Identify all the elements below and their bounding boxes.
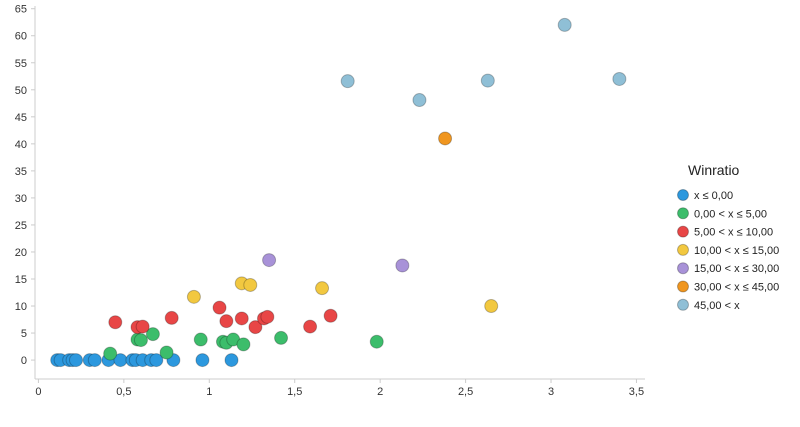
data-point[interactable] [340,74,355,89]
data-point[interactable] [323,308,338,323]
data-point[interactable] [612,71,627,86]
data-point[interactable] [234,311,249,326]
data-point[interactable] [164,310,179,325]
x-tick-label: 3 [548,386,554,398]
legend-label: 0,00 < x ≤ 5,00 [694,208,767,220]
data-point[interactable] [195,353,210,368]
legend-label: 5,00 < x ≤ 10,00 [694,227,773,239]
x-tick-label: 0,5 [116,386,131,398]
x-tick-label: 1,5 [287,386,302,398]
data-point[interactable] [236,337,251,352]
data-point[interactable] [303,319,318,334]
legend-item[interactable]: 15,00 < x ≤ 30,00 [677,262,780,276]
legend-swatch [677,298,689,311]
y-tick-label: 65 [15,4,27,16]
legend-item[interactable]: 45,00 < x [677,298,741,312]
y-tick-label: 35 [15,166,27,178]
data-point[interactable] [193,332,208,347]
legend-label: x ≤ 0,00 [694,190,733,202]
legend: Winratio x ≤ 0,00 0,00 < x ≤ 5,00 5,00 < x… [677,162,780,312]
data-point[interactable] [412,93,427,108]
x-tick-label: 1 [206,386,212,398]
x-tick-label: 3,5 [629,386,644,398]
data-point[interactable] [369,334,384,349]
data-point[interactable] [159,345,174,360]
data-point[interactable] [69,353,84,368]
y-axis-ticks: 0 5 10 15 20 25 30 35 40 45 50 55 60 65 [15,4,35,367]
data-point[interactable] [274,330,289,345]
x-tick-label: 0 [35,386,41,398]
y-tick-label: 25 [15,220,27,232]
legend-item[interactable]: 10,00 < x ≤ 15,00 [677,243,780,257]
y-tick-label: 15 [15,274,27,286]
y-tick-label: 30 [15,193,27,205]
data-point[interactable] [145,327,160,342]
data-points [50,17,627,368]
data-point[interactable] [315,281,330,296]
data-point[interactable] [248,320,263,335]
legend-items: x ≤ 0,00 0,00 < x ≤ 5,00 5,00 < x ≤ 10,00 1… [677,189,780,312]
x-tick-label: 2,5 [458,386,473,398]
legend-swatch [677,207,689,220]
y-tick-label: 55 [15,58,27,70]
data-point[interactable] [135,319,150,334]
legend-title: Winratio [688,162,740,178]
legend-item[interactable]: 30,00 < x ≤ 45,00 [677,280,780,294]
legend-swatch [677,189,689,201]
data-point[interactable] [212,300,227,315]
legend-item[interactable]: x ≤ 0,00 [677,189,734,203]
axes [34,6,645,380]
y-tick-label: 60 [15,31,27,43]
data-point[interactable] [224,353,239,368]
data-point[interactable] [395,258,410,273]
legend-item[interactable]: 0,00 < x ≤ 5,00 [677,207,768,221]
data-point[interactable] [108,315,123,330]
data-point[interactable] [262,253,277,268]
y-tick-label: 10 [15,301,27,313]
data-point[interactable] [133,333,148,348]
data-point[interactable] [186,289,201,304]
data-point[interactable] [243,277,258,292]
x-axis-ticks: 0 0,5 1 1,5 2 2,5 3 3,5 [35,379,644,398]
legend-label: 30,00 < x ≤ 45,00 [694,282,779,294]
y-tick-label: 40 [15,139,27,151]
data-point[interactable] [438,131,453,146]
data-point[interactable] [260,309,275,324]
data-point[interactable] [87,353,102,368]
data-point[interactable] [103,346,118,361]
legend-swatch [677,225,689,238]
x-tick-label: 2 [377,386,383,398]
data-point[interactable] [219,314,234,329]
legend-item[interactable]: 5,00 < x ≤ 10,00 [677,225,774,239]
y-tick-label: 0 [21,355,27,367]
legend-swatch [677,262,689,275]
data-point[interactable] [484,299,499,314]
legend-label: 45,00 < x [694,300,740,312]
data-point[interactable] [149,353,164,368]
legend-label: 15,00 < x ≤ 30,00 [694,263,779,275]
data-point[interactable] [557,17,572,32]
legend-swatch [677,243,689,256]
legend-label: 10,00 < x ≤ 15,00 [694,245,779,257]
y-tick-label: 5 [21,328,27,340]
y-tick-label: 50 [15,85,27,97]
legend-swatch [677,280,689,293]
y-tick-label: 45 [15,112,27,124]
y-tick-label: 20 [15,247,27,259]
data-point[interactable] [480,73,495,88]
